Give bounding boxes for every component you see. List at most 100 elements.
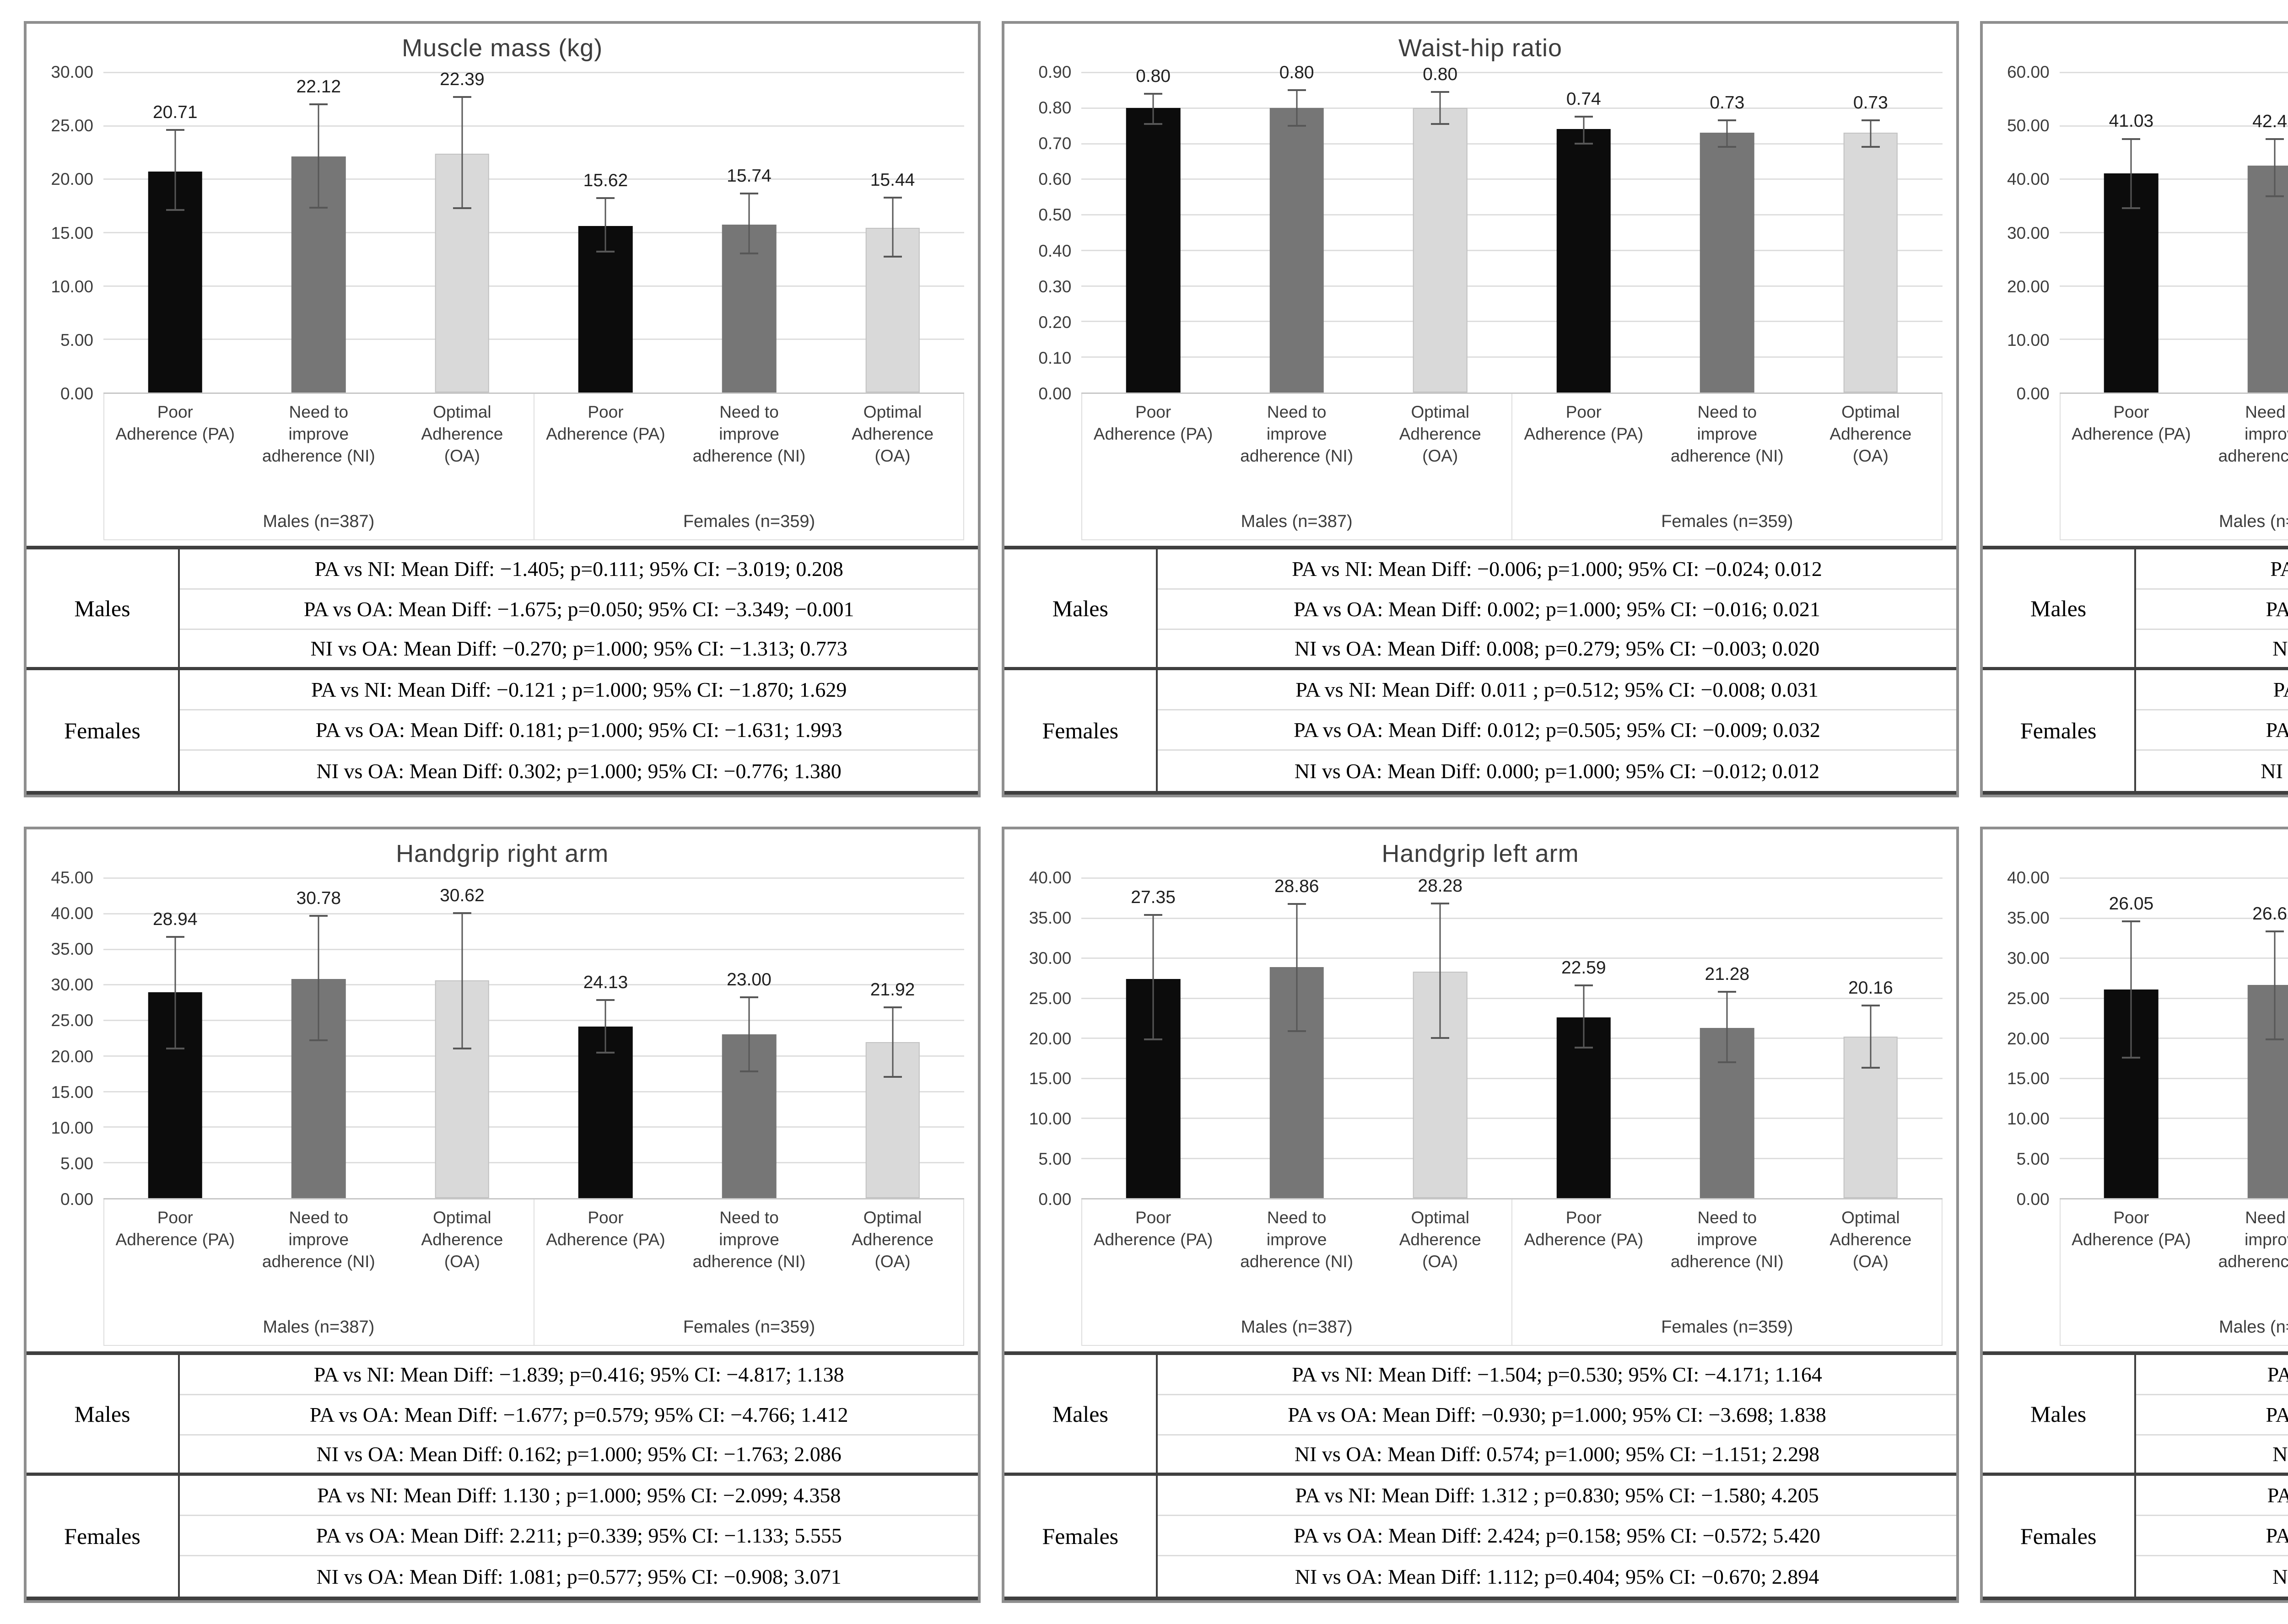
- category-label-line: (OA): [444, 1252, 480, 1271]
- category-label: Poor Adherence (PA): [103, 401, 247, 505]
- y-tick-label: 0.40: [1038, 241, 1072, 260]
- gridline: [1081, 1157, 1943, 1159]
- table-group-header: Males: [1982, 549, 2136, 670]
- chart-panel: VO2 max. 60.0050.0040.0030.0020.0010.000…: [1980, 21, 2288, 797]
- gridline: [103, 984, 965, 986]
- category-label: Need to improve adherence (NI): [677, 401, 821, 505]
- category-label: Poor Adherence (PA): [1081, 1207, 1225, 1310]
- category-label-line: Need to: [1697, 1208, 1757, 1227]
- category-label-line: Need to: [719, 1208, 779, 1227]
- category-label-row: Poor Adherence (PA) Need to improve adherenc…: [1081, 394, 1942, 505]
- bar-value-label: 21.28: [1705, 964, 1750, 984]
- error-bar-top-cap: [739, 193, 758, 195]
- chart-panel: Muscle mass (kg) 30.00 25.00 20.00 15.00 10.…: [24, 21, 981, 797]
- category-label-row: Poor Adherence (PA) Need to improve adherenc…: [1081, 1199, 1942, 1310]
- gridline: [2059, 1038, 2288, 1039]
- y-tick-label: 45.00: [51, 868, 93, 887]
- comparison-row: PA vs NI: Mean Diff: 1.130 ; p=1.000; 95…: [180, 1476, 978, 1516]
- bar-females-pa: [1556, 129, 1611, 393]
- table-group-header: Males: [1982, 1355, 2136, 1476]
- y-tick-label: 0.70: [1038, 134, 1072, 153]
- category-label-line: Adherence (PA): [1093, 425, 1213, 444]
- category-label-line: improve: [288, 425, 349, 444]
- gridline: [1081, 249, 1943, 251]
- bar-value-label: 20.71: [152, 102, 198, 122]
- gridline: [1081, 214, 1943, 216]
- plot-row: 40.00 35.00 30.00 25.00 20.00 15.00 10.00 5.00 0…: [1004, 868, 1943, 1209]
- gridline: [2059, 125, 2288, 127]
- bar-value-label: 0.74: [1566, 89, 1601, 109]
- category-label-line: Optimal: [863, 403, 922, 421]
- group-label: Females (n=359): [683, 511, 815, 531]
- gridline: [1081, 877, 1943, 879]
- chart-title: Handgrip right arm: [396, 840, 609, 867]
- error-bar-bottom-cap: [309, 1039, 328, 1041]
- category-label-line: Adherence (PA): [2072, 1230, 2191, 1249]
- comparison-row: PA vs OA: Mean Diff: −0.034; p=1.000; 95…: [2136, 1516, 2288, 1556]
- bar-value-label: 20.16: [1848, 978, 1893, 998]
- axis-separator: [1511, 394, 1512, 539]
- comparison-row: NI vs OA: Mean Diff: −0.270; p=1.000; 95…: [180, 630, 978, 670]
- category-label-line: Poor: [1135, 403, 1171, 421]
- error-bar-bottom-cap: [739, 1070, 758, 1073]
- y-tick-label: 20.00: [51, 170, 93, 189]
- gridline: [103, 913, 965, 914]
- error-bar-top-cap: [1861, 119, 1880, 122]
- category-label-line: adherence (NI): [1240, 446, 1354, 466]
- error-bar-stem: [1870, 1005, 1872, 1068]
- table-group-header: Females: [1983, 1476, 2136, 1597]
- category-label: Optimal Adherence (OA): [1799, 1207, 1943, 1310]
- y-tick-label: 5.00: [60, 1154, 93, 1173]
- bar-males-oa: [1413, 108, 1468, 393]
- figure-grid: Muscle mass (kg) 30.00 25.00 20.00 15.00 10.…: [24, 21, 2288, 1603]
- error-bar-top-cap: [1431, 91, 1450, 93]
- comparison-row: PA vs OA: Mean Diff: 2.424; p=0.158; 95%…: [1158, 1516, 1956, 1556]
- category-label-line: adherence (NI): [692, 446, 806, 466]
- bar-males-ni: [1269, 108, 1324, 393]
- bar-value-label: 22.39: [440, 69, 485, 89]
- gridline: [1081, 1077, 1943, 1079]
- category-label-line: Adherence: [852, 425, 934, 444]
- y-tick-label: 20.00: [51, 1047, 93, 1066]
- y-axis: 45.00 40.00 35.00 30.00 25.00 20.00 15.00 10.00…: [27, 868, 103, 1209]
- comparison-row: PA vs NI: Mean Diff: −1.405; p=0.111; 95…: [180, 549, 978, 590]
- gridline: [1081, 1038, 1943, 1039]
- category-label-line: Poor: [157, 403, 193, 421]
- axis-separator: [2059, 394, 2061, 539]
- error-bar-top-cap: [883, 197, 902, 199]
- category-label: Optimal Adherence (OA): [390, 401, 534, 505]
- category-label-line: Adherence: [1399, 1230, 1481, 1249]
- category-label-line: Optimal: [1841, 403, 1900, 421]
- gridline: [1081, 178, 1943, 180]
- comparison-row: NI vs OA: Mean Diff: 0.008; p=0.279; 95%…: [1158, 630, 1956, 670]
- comparison-row: NI vs OA: Mean Diff: 0.482; p=1.000; 95%…: [2136, 1436, 2288, 1476]
- error-bar-stem: [1870, 120, 1872, 147]
- category-label-row: Poor Adherence (PA) Need to improve adherenc…: [103, 394, 964, 505]
- error-bar-stem: [2274, 139, 2276, 196]
- comparison-row: NI vs OA: Mean Diff: 0.302; p=1.000; 95%…: [316, 759, 842, 783]
- bar-females-oa: [1843, 133, 1898, 393]
- category-label: Poor Adherence (PA): [2060, 401, 2203, 505]
- error-bar-bottom-cap: [1144, 123, 1163, 125]
- bar-females-ni: [1700, 133, 1754, 393]
- axis-separator: [2059, 1199, 2061, 1345]
- table-group-header: Females: [1004, 670, 1158, 791]
- y-axis: 60.00 50.00 40.00 30.00 20.00 10.00 0.00: [1983, 63, 2060, 403]
- error-bar-stem: [1726, 991, 1728, 1062]
- plot-area: 0.80 0.80 0.80 0.74 0.73 0.73: [1081, 63, 1943, 394]
- category-label-line: Adherence (PA): [1524, 1230, 1644, 1249]
- category-label-line: Poor: [2113, 403, 2149, 421]
- category-label-line: Need to: [289, 403, 349, 421]
- chart-panel: Waist-hip ratio 0.90 0.80 0.70 0.60 0.50 0.40…: [1002, 21, 1959, 797]
- error-bar: [2122, 138, 2141, 210]
- category-label: Optimal Adherence (OA): [821, 401, 965, 505]
- y-tick-label: 20.00: [1029, 1029, 1072, 1048]
- y-tick-label: 0.60: [1038, 170, 1072, 189]
- error-bar-top-cap: [1287, 903, 1306, 905]
- y-tick-label: 10.00: [2007, 1109, 2050, 1129]
- comparison-row: PA vs OA: Mean Diff: −0.081; p=1.000; 95…: [2136, 1395, 2288, 1436]
- bar-value-label: 30.62: [440, 886, 485, 906]
- comparison-row: PA vs NI: Mean Diff: −0.563 ; p=1.000; 9…: [2136, 1355, 2288, 1395]
- comparison-row: PA vs OA: Mean Diff: 2.211; p=0.339; 95%…: [180, 1516, 978, 1556]
